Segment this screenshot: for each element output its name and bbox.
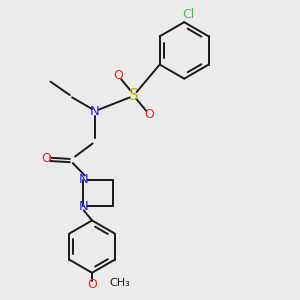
Text: O: O [41,152,51,165]
Text: N: N [79,173,88,186]
Text: CH₃: CH₃ [109,278,130,288]
Text: N: N [79,200,88,213]
Text: S: S [129,88,139,103]
Text: O: O [87,278,97,290]
Text: O: O [113,69,123,82]
Text: Cl: Cl [182,8,195,21]
Text: N: N [90,105,100,118]
Text: O: O [144,108,154,121]
